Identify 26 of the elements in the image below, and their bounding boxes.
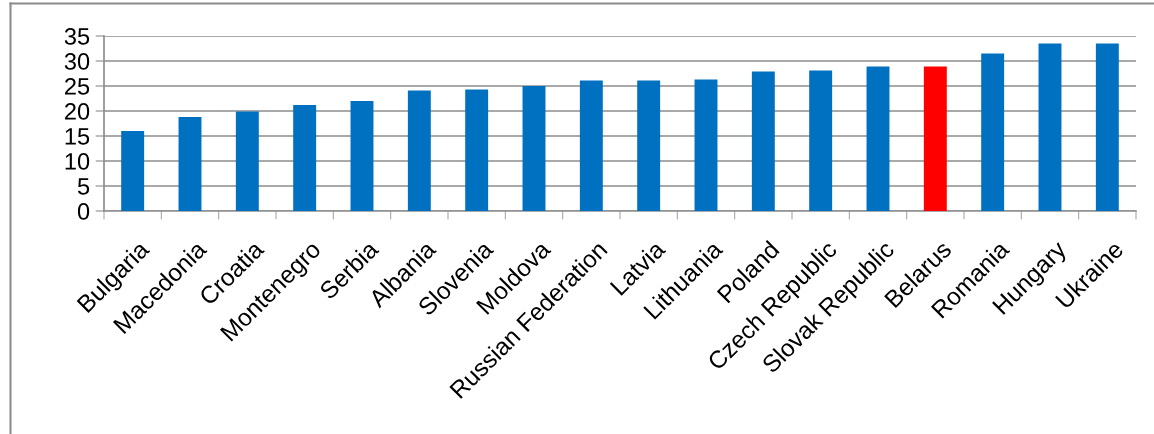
bar (637, 80, 661, 211)
bar (293, 105, 317, 211)
bar (923, 66, 947, 211)
bar (751, 71, 775, 211)
bar (350, 101, 374, 211)
bar (866, 66, 890, 211)
y-tick-label: 10 (65, 153, 90, 170)
y-tick-label: 5 (77, 178, 90, 195)
y-tick-label: 25 (65, 78, 90, 95)
bar (1038, 43, 1062, 211)
bar (694, 79, 718, 211)
y-tick-label: 20 (65, 103, 90, 120)
bar (465, 89, 489, 211)
y-tick-label: 30 (64, 53, 90, 70)
bar (235, 111, 259, 211)
bar (178, 117, 202, 211)
y-tick-label: 15 (65, 128, 90, 145)
bar (579, 80, 603, 211)
bar (809, 70, 833, 211)
bar (1095, 43, 1119, 211)
bar (121, 131, 145, 211)
y-tick-label: 0 (77, 203, 90, 220)
y-tick-label: 35 (64, 28, 90, 45)
bar (981, 53, 1005, 211)
bar (407, 90, 431, 211)
bar (522, 86, 546, 211)
